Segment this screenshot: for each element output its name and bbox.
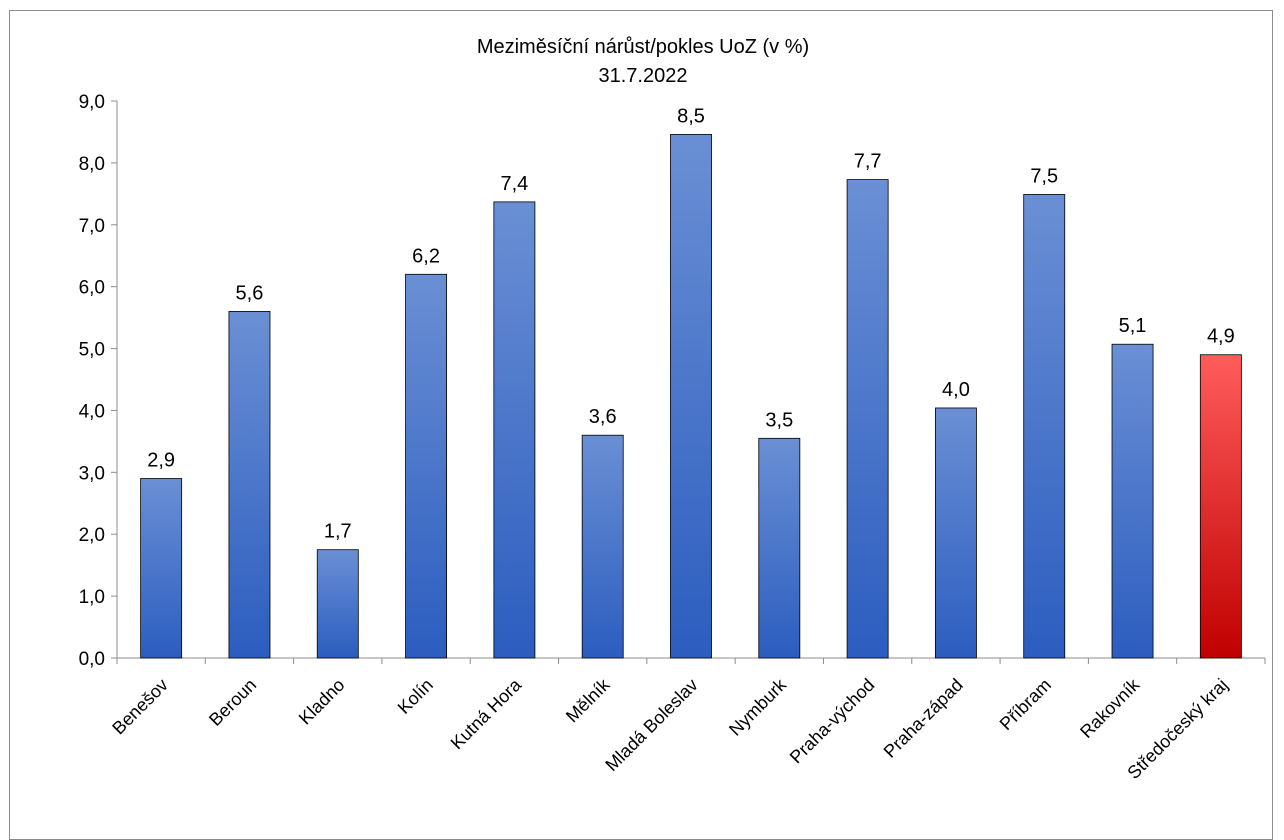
x-tick-label: Mladá Boleslav	[601, 675, 701, 775]
y-tick-label: 7,0	[79, 216, 105, 237]
bar-nymburk	[758, 437, 801, 659]
data-label: 4,0	[942, 379, 970, 401]
y-tick-label: 0,0	[79, 649, 105, 670]
data-label: 7,5	[1030, 165, 1058, 187]
data-label: 4,9	[1207, 326, 1235, 348]
x-tick-label: Kolín	[394, 675, 437, 718]
x-tick-labels: Benešov Beroun Kladno Kolín Kutná Hora Mělník…	[108, 674, 1231, 783]
x-tick-label: Kladno	[295, 675, 349, 729]
data-label: 3,6	[589, 406, 617, 428]
x-tick-label: Příbram	[996, 675, 1055, 734]
x-tick-label: Rakovník	[1076, 674, 1144, 742]
x-tick-label: Nymburk	[725, 674, 791, 740]
bar-praha-východ	[846, 179, 889, 659]
x-tick-label: Benešov	[108, 675, 172, 739]
bar-kutná-hora	[493, 201, 536, 659]
bar-beroun	[228, 311, 271, 659]
y-tick-label: 2,0	[79, 525, 105, 546]
data-label: 2,9	[147, 450, 175, 472]
data-labels: 2,9 5,6 1,7 6,2 7,4 3,6 8,5 3,5 7,7 4,0 7,5 5,1 4,9	[147, 105, 1235, 542]
bar-benešov	[140, 478, 183, 659]
bar-praha-západ	[934, 407, 977, 659]
bar-příbram	[1023, 194, 1066, 659]
y-tick-label: 5,0	[79, 340, 105, 361]
chart-subtitle: 31.7.2022	[599, 65, 688, 87]
bar-rakovník	[1111, 343, 1154, 659]
y-tick-label: 3,0	[79, 463, 105, 484]
chart-title: Meziměsíční nárůst/pokles UoZ (v %)	[477, 36, 809, 58]
bars	[140, 134, 1242, 659]
bar-kladno	[316, 549, 359, 659]
data-label: 3,5	[765, 409, 793, 431]
bar-mladá-boleslav	[670, 134, 712, 659]
bar-chart: Meziměsíční nárůst/pokles UoZ (v %) 31.7…	[79, 36, 1266, 783]
data-label: 1,7	[324, 521, 352, 543]
x-tick-label: Praha-západ	[880, 675, 967, 762]
y-tick-label: 9,0	[79, 92, 105, 113]
data-label: 7,7	[854, 151, 882, 173]
y-tick-label: 8,0	[79, 154, 105, 175]
x-tick-label: Kutná Hora	[447, 674, 526, 753]
x-tick-label: Praha-východ	[786, 675, 879, 768]
x-tick-label: Mělník	[562, 674, 614, 726]
bar-kolín	[405, 273, 448, 659]
bar-mělník	[581, 434, 624, 659]
y-tick-label: 1,0	[79, 587, 105, 608]
data-label: 5,6	[236, 282, 264, 304]
y-tick-label: 4,0	[79, 401, 105, 422]
data-label: 8,5	[677, 105, 705, 127]
y-tick-label: 6,0	[79, 278, 105, 299]
data-label: 5,1	[1119, 315, 1147, 337]
chart-frame: Meziměsíční nárůst/pokles UoZ (v %) 31.7…	[9, 10, 1273, 840]
x-tick-label: Beroun	[205, 675, 260, 730]
data-label: 6,2	[412, 245, 440, 267]
bar-středočeský-kraj	[1199, 354, 1242, 659]
data-label: 7,4	[500, 173, 528, 195]
axes: 0,0 1,0 2,0 3,0 4,0 5,0 6,0 7,0 8,0 9,0	[79, 92, 1266, 670]
